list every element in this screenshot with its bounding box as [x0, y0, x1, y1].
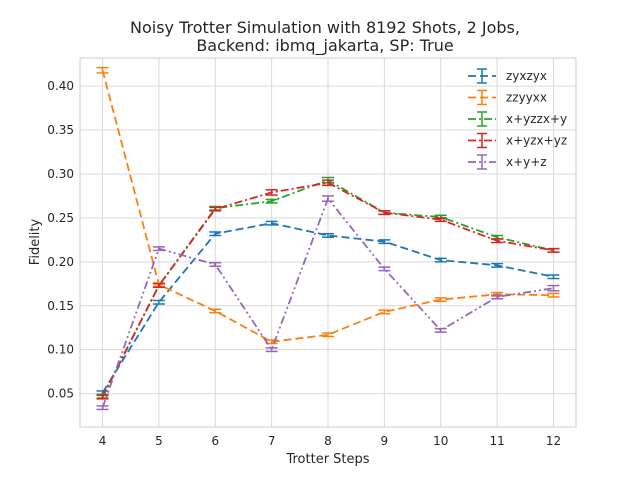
x-tick-label: 11	[489, 434, 504, 448]
legend-entry-4: x+yzx+yz	[468, 132, 567, 149]
x-tick-label: 7	[268, 434, 276, 448]
x-tick-label: 4	[99, 434, 107, 448]
x-tick-label: 9	[381, 434, 389, 448]
legend-label: zyxzyx	[506, 69, 547, 83]
y-tick-label: 0.25	[47, 211, 74, 225]
series-4	[96, 179, 560, 400]
x-tick-label: 5	[155, 434, 163, 448]
y-axis-label: Fidelity	[28, 218, 43, 265]
legend-label: x+yzx+yz	[506, 134, 567, 148]
y-tick-label: 0.20	[47, 255, 74, 269]
x-axis-label: Trotter Steps	[285, 452, 369, 467]
y-tick-label: 0.15	[47, 299, 74, 313]
series-line	[101, 222, 554, 394]
series-layer	[96, 66, 560, 411]
x-tick-label: 8	[324, 434, 332, 448]
series-5	[96, 195, 560, 411]
y-tick-label: 0.05	[47, 387, 74, 401]
x-tick-label: 10	[433, 434, 448, 448]
plot-frame	[79, 57, 577, 428]
ticks-layer: 4 5 6 7 8 9 10 11 12 0.05 0.10 0.15 0.20 0.25 0.30 0.35…	[47, 79, 561, 448]
x-tick-label: 12	[546, 434, 561, 448]
legend-entry-3: x+yzzx+y	[468, 111, 567, 127]
chart-title-line-2: Backend: ibmq_jakarta, SP: True	[196, 36, 453, 56]
legend-entry-5: x+y+z	[468, 154, 547, 170]
legend-label: zzyyxx	[506, 91, 547, 105]
legend-label: x+y+z	[506, 155, 547, 169]
series-line	[101, 181, 554, 398]
x-tick-label: 6	[211, 434, 219, 448]
chart-title-line-1: Noisy Trotter Simulation with 8192 Shots…	[130, 18, 520, 37]
legend-entry-1: zyxzyx	[468, 68, 547, 84]
y-tick-label: 0.30	[47, 167, 74, 181]
legend: zyxzyx zzyyxx x+yzzx+y x+yzx+yz x+y+z	[468, 68, 567, 170]
legend-label: x+yzzx+y	[506, 112, 567, 126]
legend-entry-2: zzyyxx	[468, 89, 547, 106]
y-tick-label: 0.10	[47, 343, 74, 357]
y-tick-label: 0.35	[47, 123, 74, 137]
series-line	[101, 70, 554, 343]
y-tick-label: 0.40	[47, 79, 74, 93]
